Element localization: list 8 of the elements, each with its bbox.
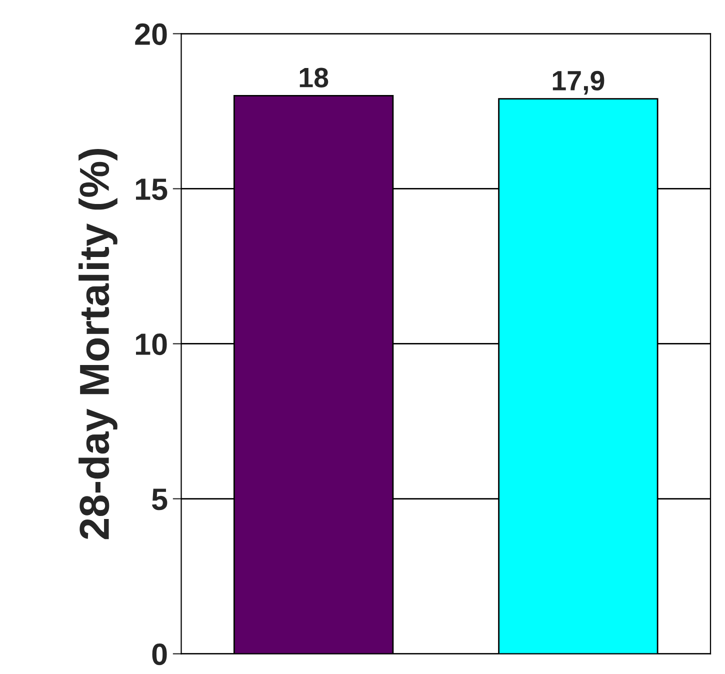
y-axis-title: 28-day Mortality (%)	[78, 149, 118, 540]
data-label: 18	[300, 68, 328, 88]
y-tick-label: 20	[135, 23, 167, 46]
y-tick-label: 0	[152, 644, 167, 666]
data-label: 17,9	[552, 70, 604, 95]
y-tick-label: 10	[136, 333, 167, 356]
y-tick-label: 15	[136, 178, 168, 200]
y-tick-label: 5	[152, 488, 168, 510]
